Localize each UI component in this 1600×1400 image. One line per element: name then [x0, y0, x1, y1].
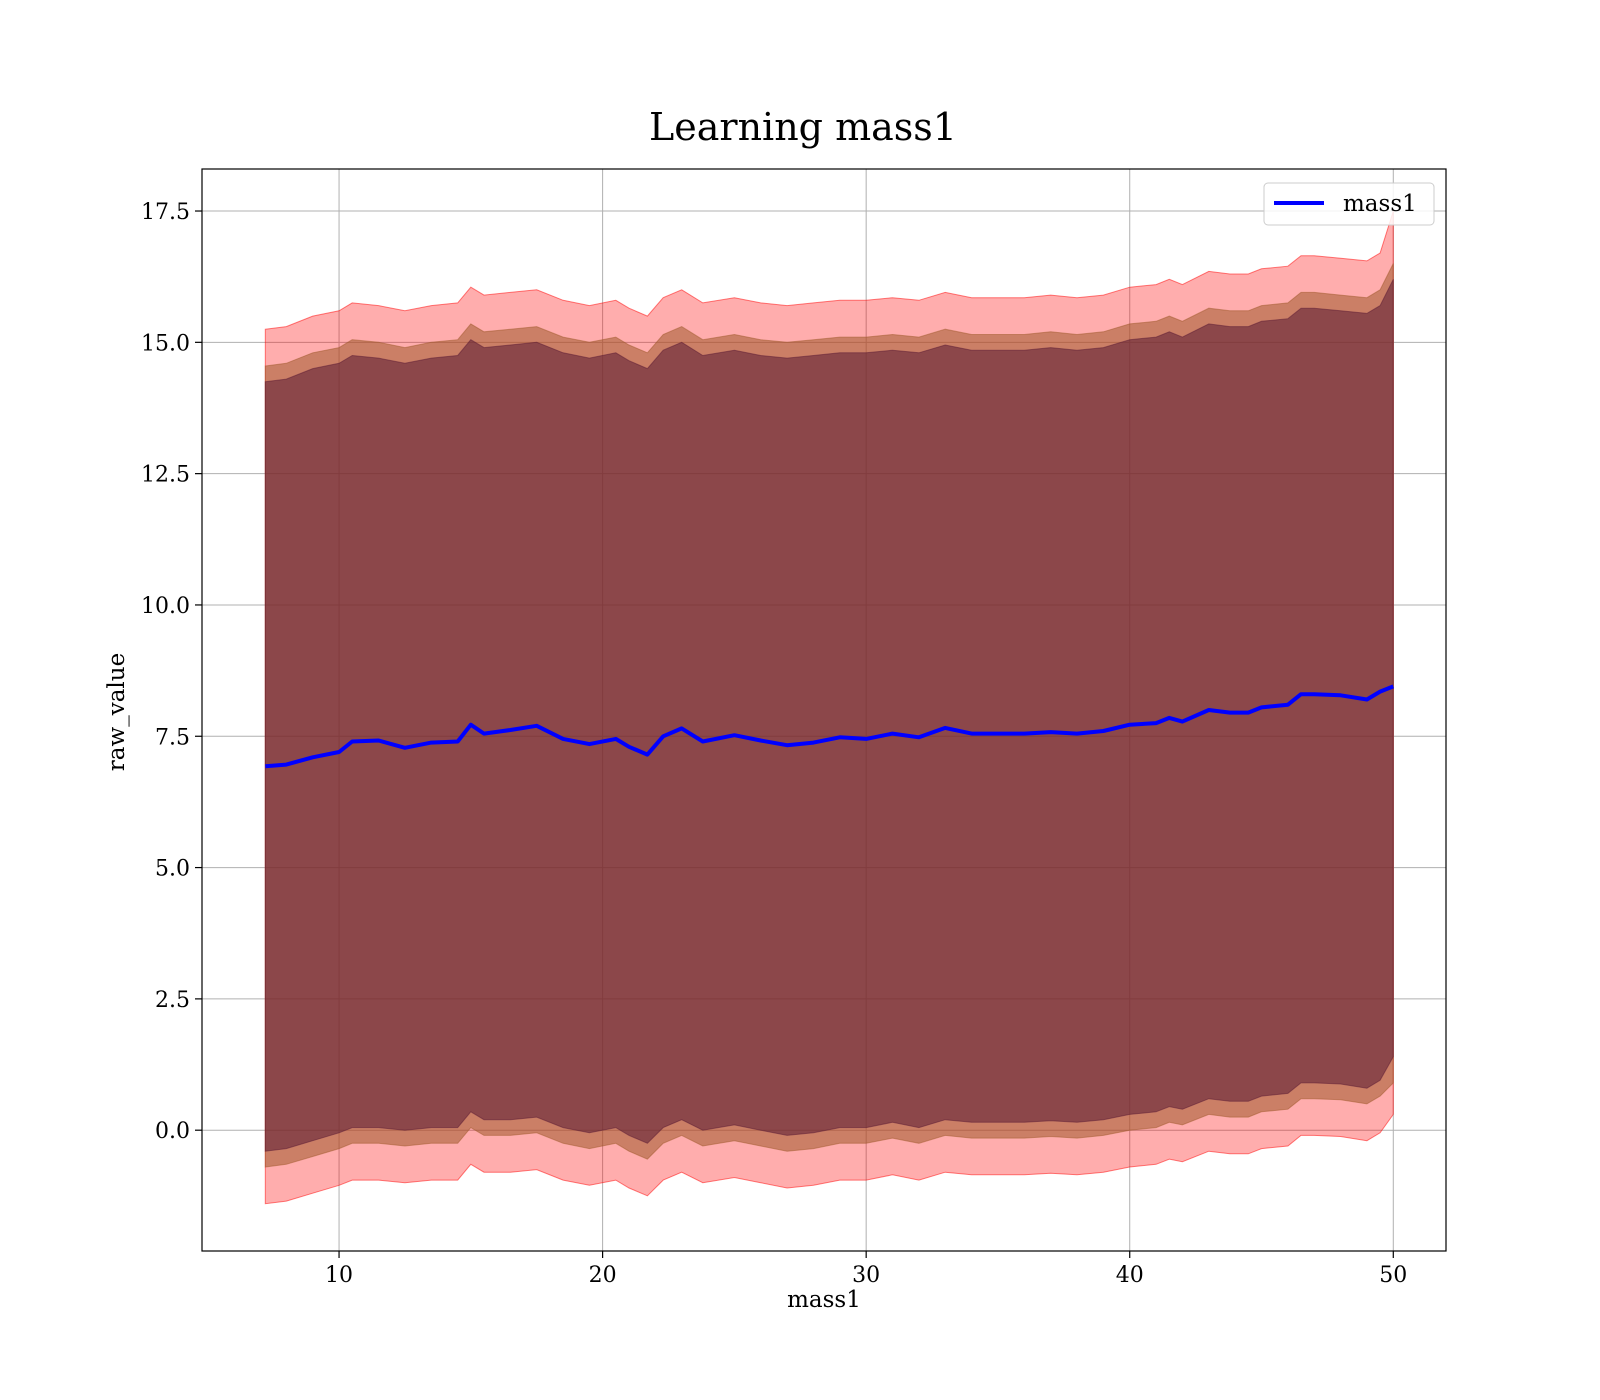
series-line-mass1 [265, 684, 1395, 769]
legend-label-mass1: mass1 [1343, 191, 1417, 217]
y-tick-label: 10.0 [141, 594, 190, 619]
y-tick-label: 7.5 [155, 725, 190, 750]
x-tick-label: 30 [852, 1263, 880, 1288]
x-tick-label: 50 [1379, 1263, 1407, 1288]
x-tick-label: 40 [1116, 1263, 1144, 1288]
y-tick-label: 17.5 [141, 200, 190, 225]
legend-box [1263, 182, 1435, 226]
x-axis-ticks: 10 20 30 40 50 [325, 1251, 1407, 1288]
y-tick-label: 5.0 [155, 857, 190, 882]
x-axis-label: mass1 [787, 1287, 861, 1313]
band-inner [264, 279, 1394, 1152]
y-tick-label: 2.5 [155, 988, 190, 1013]
x-tick-label: 20 [589, 1263, 617, 1288]
chart-title: Learning mass1 [649, 105, 957, 149]
y-axis-label: raw_value [104, 653, 130, 771]
y-tick-label: 12.5 [141, 463, 190, 488]
y-tick-label: 15.0 [141, 331, 190, 356]
plot-frame [201, 168, 1447, 1252]
y-tick-label: 0.0 [155, 1119, 190, 1144]
legend: mass1 [1263, 182, 1435, 226]
lines [265, 684, 1395, 769]
x-tick-label: 10 [325, 1263, 353, 1288]
y-axis-ticks: 0.0 2.5 5.0 7.5 10.0 12.5 15.0 17.5 [141, 200, 202, 1144]
bands [264, 210, 1394, 1205]
